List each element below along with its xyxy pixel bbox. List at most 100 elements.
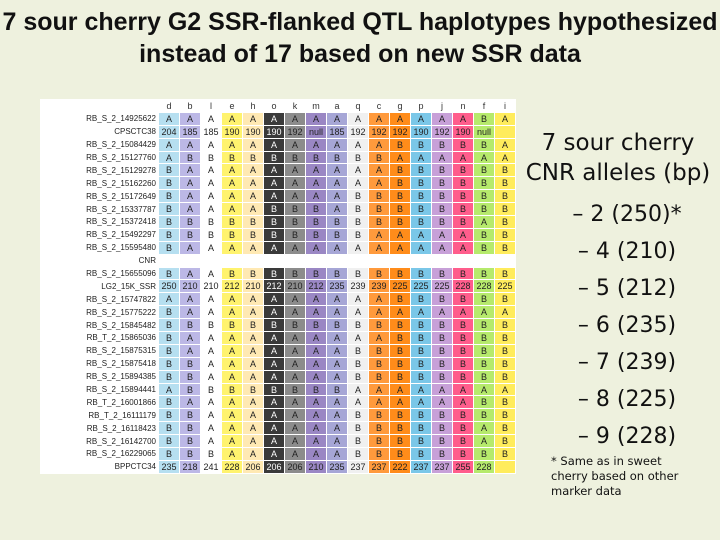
- haplotype-cell: A: [263, 421, 285, 436]
- haplotype-cell: B: [368, 434, 390, 449]
- haplotype-cell: A: [431, 382, 453, 397]
- haplotype-cell: A: [473, 215, 495, 229]
- marker-label: RB_S_2_15747822: [40, 292, 159, 307]
- haplotype-cell: B: [305, 150, 327, 165]
- haplotype-cell: B: [389, 137, 411, 152]
- haplotype-cell: [284, 253, 306, 268]
- column-header: j: [431, 99, 453, 113]
- column-header: p: [410, 99, 432, 113]
- haplotype-cell: B: [431, 163, 453, 178]
- haplotype-cell: A: [221, 202, 243, 217]
- haplotype-cell: 185: [326, 124, 348, 139]
- haplotype-cell: B: [452, 447, 474, 461]
- haplotype-cell: B: [221, 318, 243, 333]
- haplotype-cell: A: [305, 292, 327, 307]
- marker-label: CNR: [40, 253, 159, 268]
- table-row: RB_S_2_15127760 A B B B B B B B B B B A A A A A A: [40, 150, 516, 165]
- haplotype-cell: A: [347, 292, 369, 307]
- haplotype-cell: B: [347, 356, 369, 371]
- slide-title: 7 sour cherry G2 SSR-flanked QTL haploty…: [2, 8, 718, 68]
- haplotype-cell: B: [494, 292, 516, 307]
- haplotype-cell: A: [494, 111, 516, 126]
- haplotype-cell: B: [389, 266, 411, 281]
- haplotype-cell: A: [221, 240, 243, 255]
- haplotype-cell: A: [200, 395, 222, 410]
- haplotype-cell: A: [326, 163, 348, 178]
- haplotype-cell: B: [389, 447, 411, 461]
- haplotype-cell: A: [368, 163, 390, 178]
- haplotype-cell: B: [179, 447, 201, 461]
- haplotype-cell: B: [473, 318, 495, 333]
- haplotype-cell: 237: [410, 459, 432, 474]
- haplotype-cell: B: [431, 215, 453, 229]
- table-row: RB_S_2_15775222 B A A A A A A A A A A A A A A A A: [40, 305, 516, 320]
- haplotype-cell: A: [305, 331, 327, 345]
- haplotype-cell: B: [200, 447, 222, 461]
- haplotype-cell: A: [347, 382, 369, 397]
- allele-heading-line-1: 7 sour cherry: [541, 130, 695, 156]
- marker-label: RB_S_2_15337787: [40, 202, 159, 217]
- haplotype-cell: 255: [452, 459, 474, 474]
- haplotype-cell: [494, 124, 516, 139]
- haplotype-cell: B: [473, 408, 495, 423]
- haplotype-cell: A: [305, 369, 327, 384]
- column-header: m: [305, 99, 327, 113]
- column-header: n: [452, 99, 474, 113]
- haplotype-cell: A: [242, 137, 264, 152]
- haplotype-cell: B: [179, 227, 201, 242]
- haplotype-cell: A: [263, 137, 285, 152]
- haplotype-cell: A: [452, 382, 474, 397]
- haplotype-cell: A: [326, 408, 348, 423]
- haplotype-cell: B: [410, 434, 432, 449]
- haplotype-cell: B: [158, 447, 180, 461]
- haplotype-cell: B: [284, 266, 306, 281]
- haplotype-cell: A: [263, 240, 285, 255]
- haplotype-cell: 210: [179, 279, 201, 294]
- haplotype-cell: null: [473, 124, 495, 139]
- haplotype-cell: B: [431, 434, 453, 449]
- haplotype-cell: A: [242, 356, 264, 371]
- haplotype-cell: B: [200, 227, 222, 242]
- column-header: a: [326, 99, 348, 113]
- marker-label: RB_S_2_15875418: [40, 356, 159, 371]
- haplotype-cell: B: [200, 150, 222, 165]
- haplotype-cell: A: [221, 292, 243, 307]
- haplotype-cell: B: [410, 266, 432, 281]
- haplotype-cell: A: [389, 227, 411, 242]
- haplotype-cell: 204: [158, 124, 180, 139]
- haplotype-cell: B: [158, 189, 180, 204]
- haplotype-cell: B: [410, 343, 432, 358]
- haplotype-cell: B: [158, 318, 180, 333]
- haplotype-cell: A: [242, 421, 264, 436]
- haplotype-cell: A: [494, 305, 516, 320]
- haplotype-cell: 235: [326, 279, 348, 294]
- haplotype-cell: [347, 253, 369, 268]
- haplotype-cell: B: [305, 227, 327, 242]
- haplotype-cell: A: [305, 356, 327, 371]
- haplotype-cell: B: [221, 150, 243, 165]
- haplotype-cell: A: [368, 111, 390, 126]
- haplotype-cell: B: [473, 369, 495, 384]
- haplotype-cell: B: [452, 163, 474, 178]
- haplotype-cell: B: [452, 421, 474, 436]
- marker-label: BPPCTC34: [40, 459, 159, 474]
- haplotype-cell: A: [305, 176, 327, 191]
- haplotype-cell: B: [410, 137, 432, 152]
- haplotype-cell: 225: [494, 279, 516, 294]
- table-row: RB_S_2_15372418 B B B B B B B B B B B B B B B A B: [40, 215, 516, 229]
- haplotype-cell: B: [473, 137, 495, 152]
- haplotype-cell: A: [221, 189, 243, 204]
- haplotype-cell: 190: [242, 124, 264, 139]
- column-header: e: [221, 99, 243, 113]
- haplotype-cell: B: [263, 318, 285, 333]
- haplotype-cell: A: [326, 331, 348, 345]
- haplotype-cell: A: [431, 150, 453, 165]
- table-row: RB_S_2_15337787 B A A A A B B B A B B B B B B B B: [40, 202, 516, 217]
- haplotype-cell: B: [389, 176, 411, 191]
- haplotype-cell: A: [200, 163, 222, 178]
- haplotype-cell: B: [389, 189, 411, 204]
- footnote: * Same as in sweet cherry based on other…: [551, 454, 711, 499]
- haplotype-cell: A: [347, 331, 369, 345]
- haplotype-cell: B: [410, 318, 432, 333]
- haplotype-cell: A: [389, 395, 411, 410]
